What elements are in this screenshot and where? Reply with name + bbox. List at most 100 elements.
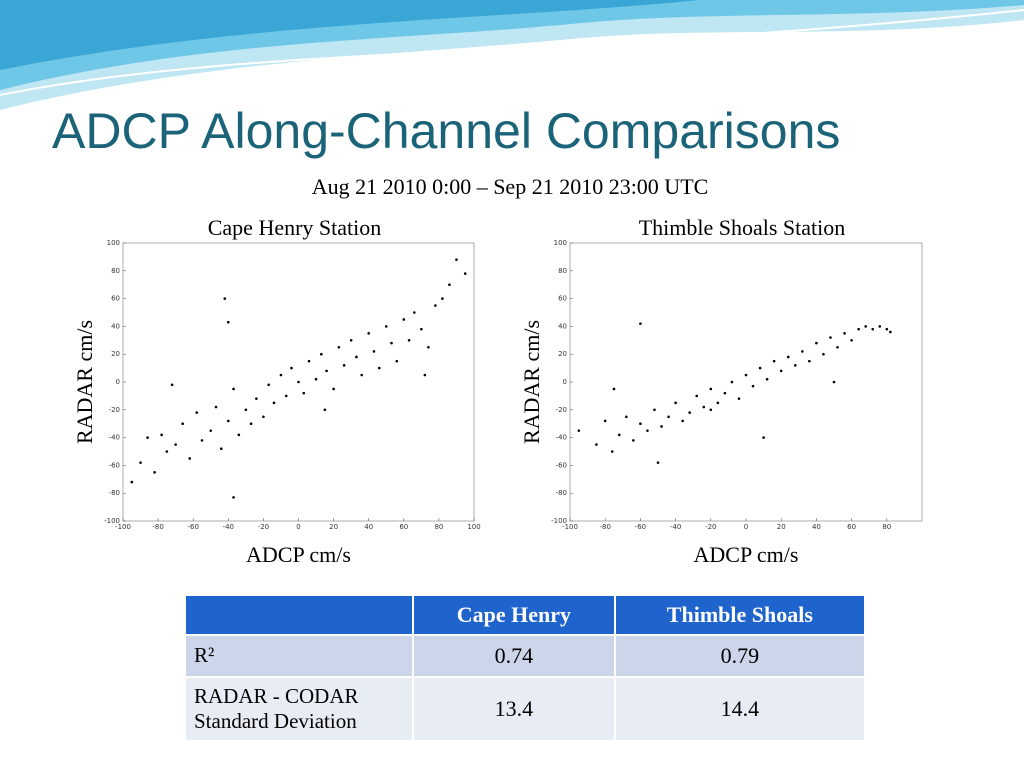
- y-tick-label: -60: [556, 461, 567, 469]
- y-tick-label: -80: [109, 489, 120, 497]
- y-tick-label: -20: [109, 406, 120, 414]
- x-tick-label: 60: [399, 523, 408, 531]
- y-tick-label: 80: [558, 267, 567, 275]
- point: [653, 408, 656, 412]
- point: [284, 394, 288, 398]
- point: [702, 405, 706, 409]
- point: [332, 387, 335, 391]
- point: [772, 359, 776, 363]
- point: [885, 327, 889, 331]
- y-tick-label: -100: [551, 517, 567, 525]
- point: [390, 341, 393, 345]
- point: [709, 387, 713, 391]
- point: [688, 411, 691, 414]
- point: [667, 415, 670, 419]
- point: [808, 359, 811, 363]
- point: [843, 332, 846, 335]
- wave-line: [0, 9, 1024, 96]
- point: [307, 359, 311, 363]
- x-tick-label: 20: [777, 523, 786, 531]
- point: [355, 355, 358, 359]
- point: [200, 439, 204, 442]
- point: [160, 433, 163, 437]
- chart-title: Cape Henry Station: [208, 215, 382, 240]
- point: [864, 325, 867, 328]
- x-tick-label: -40: [223, 523, 234, 531]
- cell: 0.79: [613, 634, 867, 678]
- point: [857, 327, 860, 331]
- point: [737, 397, 741, 400]
- point: [850, 339, 853, 342]
- x-tick-label: 40: [812, 523, 821, 531]
- point: [836, 345, 839, 349]
- point: [413, 311, 416, 314]
- point: [227, 320, 230, 324]
- point: [181, 422, 184, 426]
- x-tick-label: -80: [152, 523, 163, 531]
- point: [279, 373, 283, 377]
- point: [360, 373, 363, 377]
- point: [656, 461, 660, 464]
- point: [822, 352, 825, 356]
- x-tick-label: 80: [434, 523, 443, 531]
- point: [779, 369, 783, 373]
- point: [577, 429, 581, 432]
- point: [367, 332, 371, 335]
- x-tick-label: -100: [562, 523, 578, 531]
- point: [674, 401, 677, 405]
- point: [434, 304, 437, 307]
- stats-table: Cape Henry Thimble Shoals R² 0.74 0.79 R…: [184, 594, 867, 742]
- y-tick-label: -80: [556, 489, 567, 497]
- point: [758, 366, 762, 370]
- point: [384, 325, 388, 328]
- y-tick-label: 20: [111, 350, 120, 358]
- point: [681, 419, 684, 423]
- point: [889, 330, 892, 334]
- row-label: RADAR - CODAR Standard Deviation: [184, 676, 414, 742]
- row: R² 0.74 0.79: [184, 634, 867, 678]
- point: [337, 345, 341, 349]
- point: [829, 336, 832, 339]
- point: [165, 450, 169, 453]
- y-tick-label: 80: [111, 267, 120, 275]
- y-tick-label: -40: [556, 434, 567, 442]
- point: [209, 429, 213, 432]
- y-axis-label: RADAR cm/s: [72, 320, 97, 444]
- point: [244, 408, 248, 412]
- point: [801, 350, 804, 353]
- x-tick-label: 40: [364, 523, 373, 531]
- x-tick-label: -80: [599, 523, 610, 531]
- point: [219, 447, 223, 451]
- point: [660, 425, 663, 428]
- point: [617, 433, 621, 437]
- point: [349, 339, 353, 342]
- x-tick-label: 80: [882, 523, 891, 531]
- point: [832, 380, 836, 384]
- point: [716, 401, 720, 405]
- point: [595, 443, 598, 446]
- point: [751, 384, 755, 388]
- charts: Cape Henry Station ADCP cm/s RADAR cm/s -10…: [72, 215, 923, 567]
- x-axis-label: ADCP cm/s: [246, 542, 351, 567]
- point: [267, 383, 270, 387]
- x-tick-label: -60: [635, 523, 646, 531]
- point: [709, 408, 713, 412]
- point: [223, 297, 227, 300]
- point: [139, 461, 142, 464]
- row: RADAR - CODAR Standard Deviation 13.4 14…: [184, 676, 867, 742]
- y-tick-label: 60: [558, 295, 567, 303]
- point: [871, 327, 875, 331]
- x-tick-label: -60: [187, 523, 198, 531]
- point: [793, 364, 797, 367]
- point: [174, 443, 177, 446]
- point: [290, 366, 293, 370]
- point: [237, 433, 241, 437]
- point: [188, 457, 191, 460]
- y-tick-label: 0: [116, 378, 120, 386]
- corner-cell: [184, 594, 414, 636]
- point: [342, 364, 346, 367]
- point: [639, 422, 642, 426]
- point: [297, 380, 300, 384]
- point: [441, 297, 444, 300]
